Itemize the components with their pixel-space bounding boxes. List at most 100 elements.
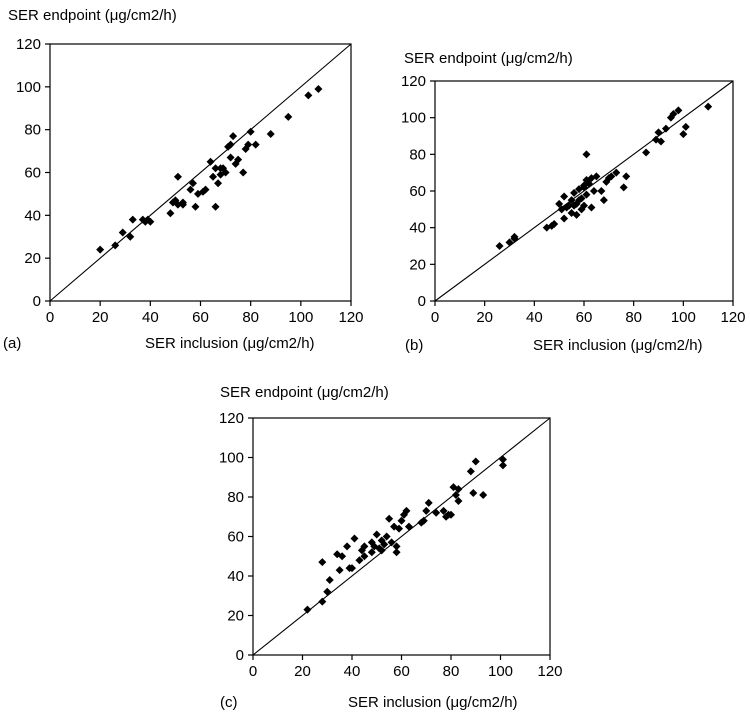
data-point (392, 548, 401, 557)
data-point (424, 498, 433, 507)
x-tick-label: 60 (393, 663, 410, 680)
data-point (498, 461, 507, 470)
data-point (654, 128, 663, 137)
data-point (343, 542, 352, 551)
data-point (582, 190, 591, 199)
y-tick-label: 80 (227, 489, 244, 506)
panel-label: (a) (3, 335, 21, 352)
x-tick-label: 0 (46, 309, 54, 326)
data-point (338, 552, 347, 561)
data-point (447, 510, 455, 519)
y-tick-label: 40 (409, 220, 426, 237)
data-point (251, 140, 260, 149)
data-point (454, 496, 463, 505)
y-axis-label: SER endpoint (μg/cm2/h) (8, 7, 177, 24)
panel-label: (b) (405, 337, 423, 354)
data-point (599, 196, 608, 205)
data-point (118, 228, 127, 237)
data-point (385, 514, 394, 523)
data-point (360, 542, 369, 551)
x-axis-label: SER inclusion (μg/cm2/h) (348, 694, 518, 711)
data-point (382, 532, 391, 541)
data-point (479, 491, 488, 500)
data-point (211, 202, 220, 211)
data-point (166, 209, 175, 218)
y-tick-label: 100 (219, 450, 244, 467)
data-point (173, 172, 182, 181)
x-tick-label: 120 (720, 309, 745, 326)
y-tick-label: 100 (16, 79, 41, 96)
data-point (377, 546, 386, 555)
data-point (580, 201, 588, 210)
data-point (704, 102, 713, 111)
x-tick-label: 80 (242, 309, 259, 326)
data-point (372, 530, 381, 539)
data-point (350, 534, 359, 543)
x-tick-label: 80 (443, 663, 460, 680)
x-tick-label: 100 (288, 309, 313, 326)
x-tick-label: 20 (294, 663, 311, 680)
data-point (439, 506, 448, 515)
data-point (402, 506, 411, 515)
data-point (348, 564, 356, 573)
data-point (451, 491, 460, 500)
x-tick-label: 60 (576, 309, 593, 326)
data-point (572, 210, 581, 219)
data-point (146, 217, 155, 226)
x-tick-label: 20 (476, 309, 493, 326)
data-point (642, 148, 651, 157)
data-point (303, 605, 312, 614)
scatter-panel-b: SER endpoint (μg/cm2/h) SER inclusion (μ… (401, 50, 746, 354)
data-point (111, 241, 120, 250)
data-point (325, 575, 334, 584)
x-tick-label: 20 (92, 309, 109, 326)
data-point (234, 155, 243, 164)
data-point (495, 242, 504, 250)
data-point (335, 566, 344, 575)
y-tick-label: 20 (24, 250, 41, 267)
data-point (471, 457, 480, 466)
data-point (454, 485, 463, 494)
y-tick-label: 60 (409, 183, 426, 200)
data-point (577, 194, 586, 203)
data-point (622, 172, 631, 181)
y-tick-label: 20 (227, 608, 244, 625)
scatter-panel-c: SER endpoint (μg/cm2/h) SER inclusion (μ… (219, 384, 563, 711)
y-tick-label: 120 (401, 73, 426, 90)
data-point (392, 542, 401, 551)
data-point (214, 179, 223, 188)
y-tick-label: 0 (236, 647, 244, 664)
data-point (387, 538, 396, 547)
x-tick-label: 40 (344, 663, 361, 680)
x-axis-label: SER inclusion (μg/cm2/h) (533, 337, 703, 354)
y-tick-label: 100 (401, 110, 426, 127)
data-point (656, 137, 665, 146)
identity-line (49, 43, 352, 302)
data-point (188, 179, 197, 188)
x-axis-label: SER inclusion (μg/cm2/h) (145, 335, 315, 352)
data-point (229, 132, 238, 141)
data-point (209, 172, 218, 181)
data-point (397, 516, 406, 525)
data-point (211, 164, 220, 173)
data-point (619, 183, 628, 192)
data-point (318, 597, 327, 606)
data-point (318, 558, 327, 567)
data-point (432, 508, 441, 517)
data-point (419, 516, 428, 525)
x-tick-label: 120 (537, 663, 562, 680)
scatter-panel-a: SER endpoint (μg/cm2/h) SER inclusion (μ… (3, 7, 364, 352)
data-point (226, 153, 235, 162)
data-point (221, 168, 230, 177)
y-tick-label: 80 (409, 146, 426, 163)
data-point (607, 172, 616, 181)
data-point (422, 506, 431, 515)
data-point (239, 168, 248, 177)
data-point (404, 522, 413, 531)
data-point (592, 172, 601, 181)
data-point (191, 202, 200, 211)
y-tick-label: 60 (227, 529, 244, 546)
data-point (226, 140, 235, 149)
data-point (510, 232, 519, 241)
y-tick-label: 0 (418, 293, 426, 310)
